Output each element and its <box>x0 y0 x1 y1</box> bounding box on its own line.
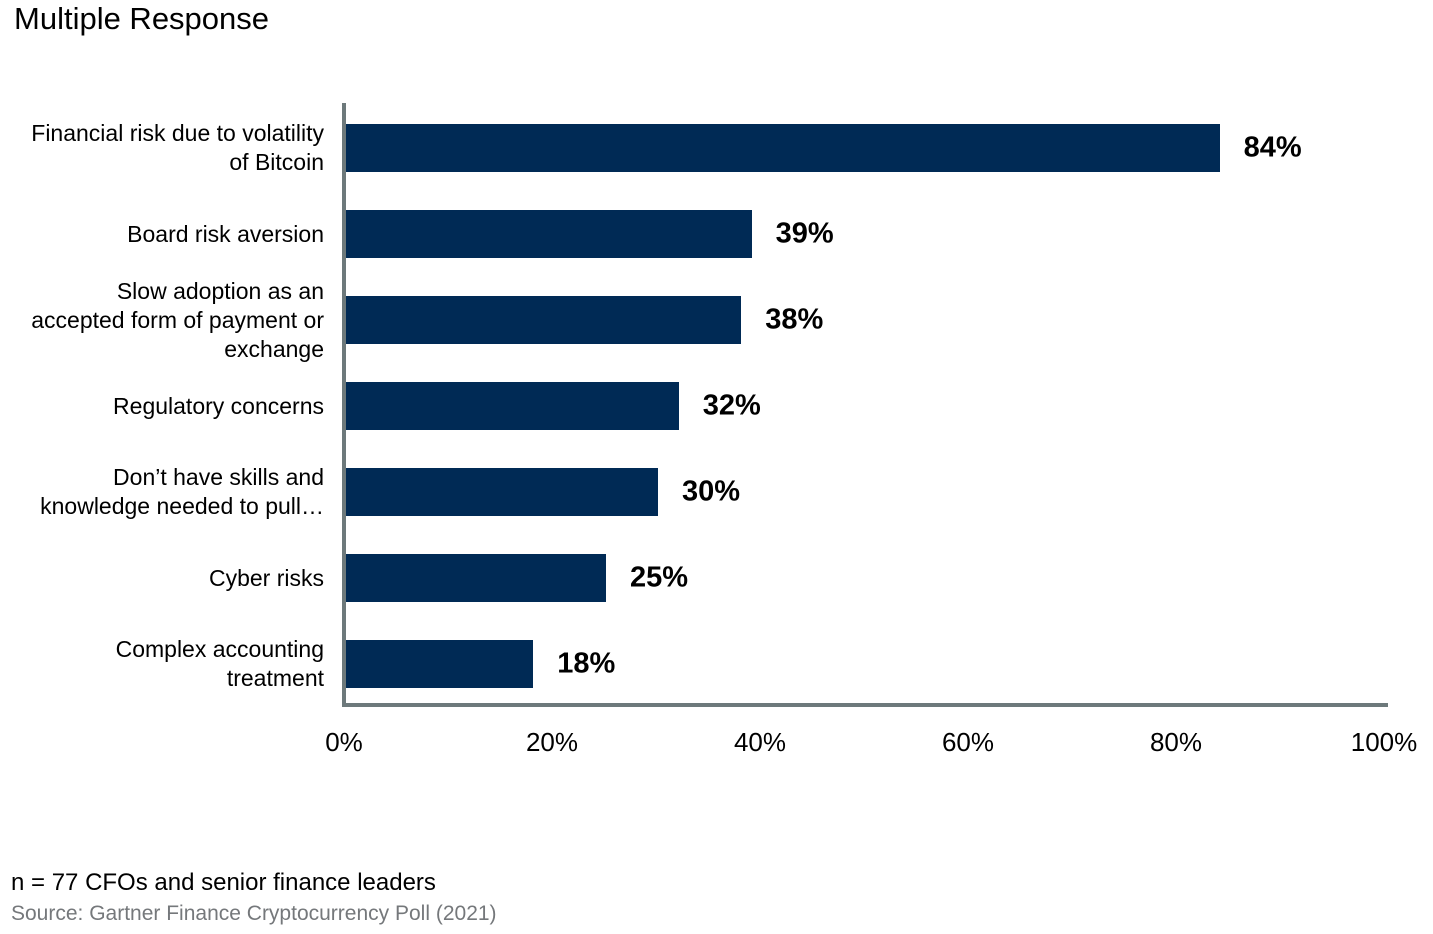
bar-track: 38% <box>346 277 1386 363</box>
bar-row: Slow adoption as an accepted form of paym… <box>0 277 1433 363</box>
y-axis-line <box>342 103 346 707</box>
chart-title: Multiple Response <box>14 1 270 36</box>
x-axis-tick-label: 20% <box>525 727 579 757</box>
bar-track: 84% <box>346 105 1386 191</box>
category-label: Financial risk due to volatility of Bitco… <box>31 120 324 175</box>
bar-row: Don’t have skills and knowledge needed to… <box>0 449 1433 535</box>
x-axis-tick-label: 80% <box>1149 727 1203 757</box>
bar-row: Regulatory concerns 32% <box>0 363 1433 449</box>
x-axis-tick-label: 0% <box>325 727 363 757</box>
bar <box>346 124 1220 172</box>
bar-row: Financial risk due to volatility of Bitco… <box>0 105 1433 191</box>
value-label: 84% <box>1243 131 1302 164</box>
bar-track: 25% <box>346 535 1386 621</box>
bar <box>346 296 742 344</box>
bar <box>346 554 606 602</box>
value-label: 38% <box>765 303 824 336</box>
x-axis-tick-label: 40% <box>733 727 787 757</box>
bar <box>346 640 534 688</box>
bar <box>346 468 658 516</box>
bar-row: Board risk aversion 39% <box>0 191 1433 277</box>
value-label: 32% <box>702 389 761 422</box>
x-axis-tick-label: 60% <box>941 727 995 757</box>
value-label: 30% <box>682 475 741 508</box>
bar-rows: Financial risk due to volatility of Bitco… <box>0 105 1433 707</box>
chart-footer: n = 77 CFOs and senior finance leaders S… <box>11 869 497 926</box>
category-label: Regulatory concerns <box>113 392 324 419</box>
value-label: 25% <box>630 561 689 594</box>
category-label: Cyber risks <box>208 564 324 591</box>
bar-track: 30% <box>346 449 1386 535</box>
source-note: Source: Gartner Finance Cryptocurrency P… <box>11 902 497 925</box>
bar-track: 39% <box>346 191 1386 277</box>
bar-row: Cyber risks 25% <box>0 535 1433 621</box>
x-axis-tick-label: 100% <box>1350 727 1418 757</box>
category-label: Board risk aversion <box>127 220 324 247</box>
bar-track: 18% <box>346 621 1386 707</box>
category-label: Complex accounting treatment <box>115 636 324 691</box>
category-label: Slow adoption as an accepted form of paym… <box>31 277 324 362</box>
x-axis-line <box>342 703 1388 707</box>
bar <box>346 382 679 430</box>
value-label: 18% <box>557 647 616 680</box>
value-label: 39% <box>775 217 834 250</box>
category-label: Don’t have skills and knowledge needed to… <box>40 464 324 519</box>
sample-size-note: n = 77 CFOs and senior finance leaders <box>11 869 436 896</box>
bar-row: Complex accounting treatment 18% <box>0 621 1433 707</box>
bar-track: 32% <box>346 363 1386 449</box>
bar <box>346 210 752 258</box>
